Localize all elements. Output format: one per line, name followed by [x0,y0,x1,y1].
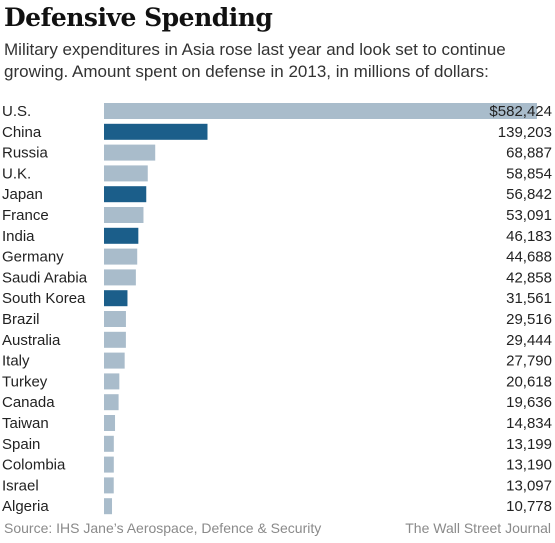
bar-japan [104,186,147,203]
category-label-russia: Russia [2,145,49,162]
bar-canada [104,394,119,411]
value-label-south-korea: 31,561 [506,290,552,307]
category-label-china: China [2,124,42,141]
category-label-brazil: Brazil [2,311,40,328]
value-label-colombia: 13,190 [506,457,552,474]
source-note: Source: IHS Jane’s Aerospace, Defence & … [4,520,322,536]
value-label-china: 139,203 [498,124,552,141]
category-label-saudi-arabia: Saudi Arabia [2,269,88,286]
category-label-colombia: Colombia [2,457,66,474]
value-label-u-k: 58,854 [506,165,552,182]
category-label-india: India [2,228,35,245]
bar-turkey [104,373,120,390]
value-label-australia: 29,444 [506,332,552,349]
value-label-brazil: 29,516 [506,311,552,328]
category-label-turkey: Turkey [2,373,48,390]
value-label-canada: 19,636 [506,394,552,411]
category-label-australia: Australia [2,332,61,349]
category-label-south-korea: South Korea [2,290,86,307]
value-label-japan: 56,842 [506,186,552,203]
chart-title: Defensive Spending [4,3,273,32]
bar-israel [104,477,114,494]
category-label-italy: Italy [2,353,30,370]
value-label-saudi-arabia: 42,858 [506,269,552,286]
chart-subtitle: Military expenditures in Asia rose last … [4,40,506,81]
bar-germany [104,248,138,265]
category-label-spain: Spain [2,436,40,453]
value-label-france: 53,091 [506,207,552,224]
category-label-japan: Japan [2,186,43,203]
value-label-india: 46,183 [506,228,552,245]
category-label-israel: Israel [2,477,39,494]
bar-chart: U.S. $582,424 China 139,203 Russia 68,887 U.K.… [2,103,552,515]
value-label-algeria: 10,778 [506,498,552,515]
bar-brazil [104,311,126,327]
bar-india [104,227,139,244]
category-label-canada: Canada [2,394,55,411]
bar-australia [104,331,126,348]
value-label-u-s: $582,424 [489,103,552,120]
value-label-italy: 27,790 [506,353,552,370]
value-label-taiwan: 14,834 [506,415,552,432]
value-label-spain: 13,199 [506,436,552,453]
bar-u-s [104,103,537,119]
bar-china [104,123,208,140]
value-label-germany: 44,688 [506,249,552,266]
bar-u-k [104,165,148,182]
bar-south-korea [104,290,128,307]
category-label-germany: Germany [2,249,64,266]
category-label-u-k: U.K. [2,165,31,182]
value-label-turkey: 20,618 [506,373,552,390]
bar-france [104,207,144,223]
bar-colombia [104,456,114,473]
category-label-france: France [2,207,49,224]
bar-algeria [104,498,113,515]
bar-saudi-arabia [104,269,136,286]
publisher-credit: The Wall Street Journal [405,520,551,536]
category-label-u-s: U.S. [2,103,31,120]
bar-italy [104,352,125,369]
bar-taiwan [104,415,116,431]
value-label-israel: 13,097 [506,477,552,494]
bar-spain [104,435,114,452]
category-label-taiwan: Taiwan [2,415,49,432]
value-label-russia: 68,887 [506,145,552,162]
bar-russia [104,144,156,161]
category-label-algeria: Algeria [2,498,49,515]
